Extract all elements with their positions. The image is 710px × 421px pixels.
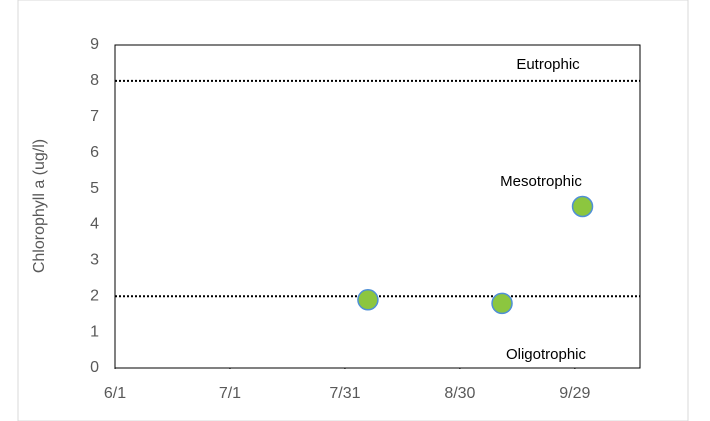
y-tick-label: 9 — [90, 36, 99, 53]
point — [491, 292, 513, 315]
y-tick-label: 2 — [90, 287, 99, 304]
y-tick-label: 4 — [90, 216, 99, 233]
annotation: Mesotrophic — [500, 173, 582, 190]
y-axis-label: Chlorophyll a (ug/l) — [31, 139, 48, 273]
point — [571, 195, 594, 218]
y-tick-label: 1 — [90, 323, 99, 340]
x-tick-label: 7/31 — [329, 385, 360, 402]
y-tick-label: 5 — [90, 180, 99, 197]
x-tick-label: 8/30 — [444, 385, 475, 402]
annotation: Oligotrophic — [506, 346, 587, 363]
y-tick-label: 8 — [90, 72, 99, 89]
y-tick-label: 3 — [90, 252, 99, 269]
x-tick-label: 7/1 — [219, 385, 241, 402]
y-tick-label: 6 — [90, 144, 99, 161]
point — [357, 289, 379, 311]
y-tick-label: 0 — [90, 359, 99, 376]
plot-area — [114, 44, 641, 369]
x-tick-label: 9/29 — [559, 385, 590, 402]
annotation: Eutrophic — [516, 56, 580, 73]
y-tick-label: 7 — [90, 108, 99, 125]
x-tick-label: 6/1 — [104, 385, 126, 402]
